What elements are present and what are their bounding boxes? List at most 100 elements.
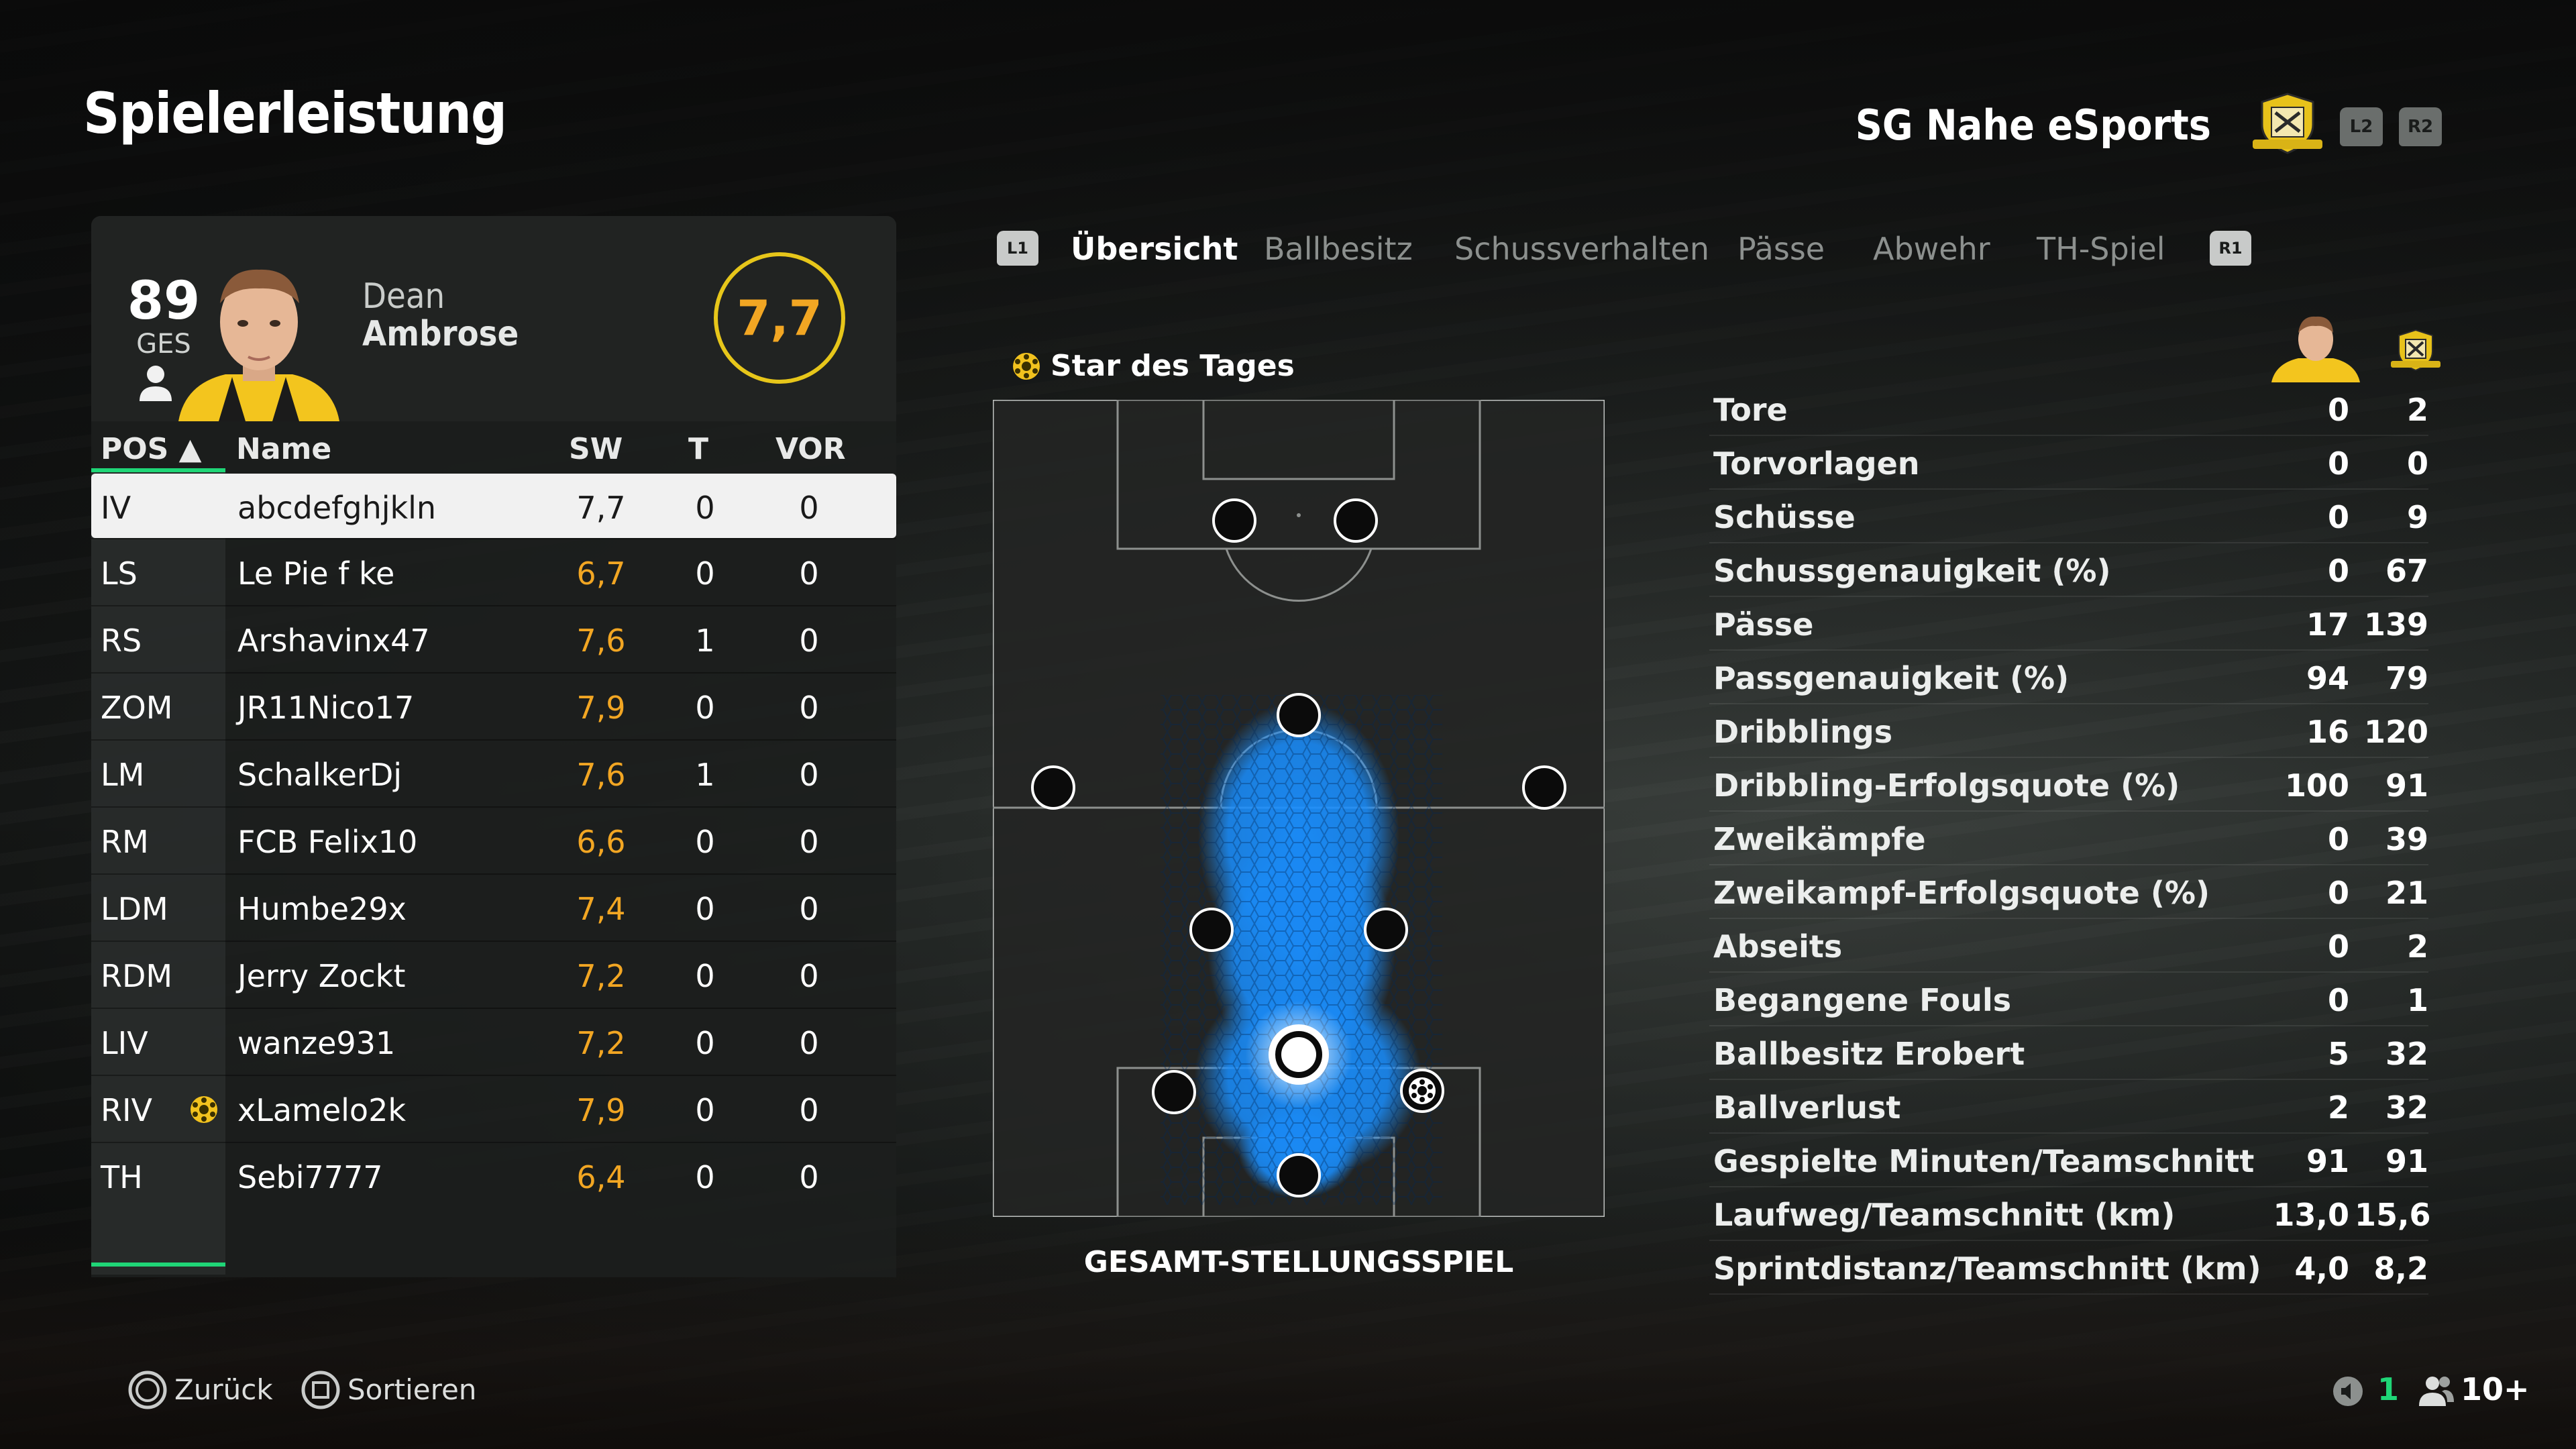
table-row[interactable]: LIV wanze931 7,2 0 0 <box>91 1008 896 1075</box>
stat-team-value: 15,6 <box>2355 1197 2431 1233</box>
stat-label: Schussgenauigkeit (%) <box>1713 553 2111 589</box>
heatmap-label: GESAMT-STELLUNGSSPIEL <box>1083 1245 1514 1279</box>
sort-button[interactable]: Sortieren <box>301 1370 476 1410</box>
stat-player-value: 100 <box>2284 767 2349 804</box>
tab-ballbesitz[interactable]: Ballbesitz <box>1264 231 1413 267</box>
stat-team-value: 39 <box>2385 821 2428 857</box>
stat-label: Ballbesitz Erobert <box>1713 1036 2025 1072</box>
tab-schussverhalten[interactable]: Schussverhalten <box>1454 231 1709 267</box>
r2-button[interactable]: R2 <box>2399 107 2442 146</box>
row-name: Sebi7777 <box>237 1159 383 1195</box>
stat-player-value: 2 <box>2327 1089 2349 1126</box>
table-row[interactable]: TH Sebi7777 6,4 0 0 <box>91 1142 896 1209</box>
tab-abwehr[interactable]: Abwehr <box>1873 231 1990 267</box>
row-t: 0 <box>695 891 715 927</box>
stat-team-value: 91 <box>2385 767 2428 804</box>
circle-button-icon <box>128 1371 167 1409</box>
row-pos: RS <box>101 623 142 659</box>
r1-button[interactable]: R1 <box>2210 231 2251 266</box>
row-name: Jerry Zockt <box>237 958 406 994</box>
table-row[interactable]: LS Le Pie f ke 6,7 0 0 <box>91 538 896 605</box>
table-row[interactable]: RM FCB Felix10 6,6 0 0 <box>91 806 896 873</box>
table-row[interactable]: RDM Jerry Zockt 7,2 0 0 <box>91 941 896 1008</box>
col-vor[interactable]: VOR <box>775 432 846 466</box>
stat-label: Tore <box>1713 392 1788 428</box>
stat-team-value: 91 <box>2385 1143 2428 1179</box>
stat-label: Dribbling-Erfolgsquote (%) <box>1713 767 2180 804</box>
square-button-icon <box>301 1371 340 1409</box>
col-name[interactable]: Name <box>236 432 332 466</box>
tab-passe[interactable]: Pässe <box>1737 231 1825 267</box>
stat-team-value: 21 <box>2385 875 2428 911</box>
row-vor: 0 <box>799 1025 819 1061</box>
row-sw: 7,4 <box>576 891 626 927</box>
col-pos[interactable]: POS ▲ <box>101 432 202 466</box>
stat-label: Gespielte Minuten/Teamschnitt <box>1713 1143 2255 1179</box>
row-vor: 0 <box>799 757 819 793</box>
stat-player-value: 0 <box>2327 821 2349 857</box>
stat-row: Ballbesitz Erobert 5 32 <box>1709 1026 2428 1080</box>
stat-label: Dribblings <box>1713 714 1893 750</box>
table-row[interactable]: RIV xLamelo2k 7,9 0 0 <box>91 1075 896 1142</box>
stat-label: Zweikämpfe <box>1713 821 1926 857</box>
row-pos: RM <box>101 824 149 860</box>
stat-team-value: 8,2 <box>2373 1250 2429 1287</box>
col-sw[interactable]: SW <box>569 432 623 466</box>
stat-player-value: 16 <box>2306 714 2349 750</box>
row-t: 0 <box>695 490 715 526</box>
row-sw: 7,7 <box>576 490 626 526</box>
stat-team-value: 79 <box>2385 660 2428 696</box>
table-row[interactable]: LDM Humbe29x 7,4 0 0 <box>91 873 896 941</box>
table-row[interactable]: LM SchalkerDj 7,6 1 0 <box>91 739 896 806</box>
stat-label: Pässe <box>1713 606 1814 643</box>
row-name: FCB Felix10 <box>237 824 418 860</box>
stat-label: Torvorlagen <box>1713 445 1920 482</box>
stat-label: Laufweg/Teamschnitt (km) <box>1713 1197 2176 1233</box>
row-vor: 0 <box>799 490 819 526</box>
row-pos: LS <box>101 555 138 592</box>
back-button[interactable]: Zurück <box>127 1370 273 1410</box>
stat-team-value: 9 <box>2406 499 2428 535</box>
stat-row: Torvorlagen 0 0 <box>1709 436 2428 490</box>
row-t: 0 <box>695 690 715 726</box>
row-vor: 0 <box>799 555 819 592</box>
table-row[interactable]: RS Arshavinx47 7,6 1 0 <box>91 605 896 672</box>
l2-button[interactable]: L2 <box>2340 107 2383 146</box>
tab-ubersicht[interactable]: Übersicht <box>1071 231 1238 267</box>
stat-row: Schussgenauigkeit (%) 0 67 <box>1709 543 2428 597</box>
stat-player-value: 0 <box>2327 982 2349 1018</box>
row-pos: LDM <box>101 891 168 927</box>
player-last-name: Ambrose <box>362 314 519 354</box>
tab-th-spiel[interactable]: TH-Spiel <box>2037 231 2165 267</box>
stat-row: Dribblings 16 120 <box>1709 704 2428 758</box>
page-title: Spielerleistung <box>83 80 507 146</box>
col-t[interactable]: T <box>688 432 709 466</box>
club-crest-icon <box>2253 93 2322 154</box>
row-name: abcdefghjkln <box>237 490 437 526</box>
star-of-day-icon <box>1013 353 1040 380</box>
position-heatmap <box>993 400 1605 1217</box>
player-table: IV abcdefghjkln 7,7 0 0 LS Le Pie f ke 6,7 0 0 RS A… <box>91 474 896 1209</box>
table-row[interactable]: IV abcdefghjkln 7,7 0 0 <box>91 474 896 538</box>
overall-label: GES <box>136 329 191 360</box>
player-card: 89 GES Dean Ambrose 7,7 <box>91 216 896 421</box>
table-row[interactable]: ZOM JR11Nico17 7,9 0 0 <box>91 672 896 739</box>
l1-button[interactable]: L1 <box>997 231 1038 266</box>
stat-player-value: 0 <box>2327 928 2349 965</box>
person-icon <box>140 366 172 401</box>
stat-team-value: 2 <box>2406 928 2428 965</box>
stat-label: Ballverlust <box>1713 1089 1901 1126</box>
back-label: Zurück <box>174 1373 273 1406</box>
stat-label: Zweikampf-Erfolgsquote (%) <box>1713 875 2210 911</box>
row-pos: LIV <box>101 1025 148 1061</box>
row-pos: IV <box>101 490 131 526</box>
stat-row: Begangene Fouls 0 1 <box>1709 973 2428 1026</box>
stat-row: Schüsse 0 9 <box>1709 490 2428 543</box>
row-vor: 0 <box>799 1159 819 1195</box>
stat-row: Passgenauigkeit (%) 94 79 <box>1709 651 2428 704</box>
stat-row: Abseits 0 2 <box>1709 919 2428 973</box>
row-pos: ZOM <box>101 690 173 726</box>
stat-team-value: 67 <box>2385 553 2428 589</box>
stats-table: Tore 0 2 Torvorlagen 0 0 Schüsse 0 9 Schussgenaui… <box>1709 382 2431 1295</box>
stat-player-value: 0 <box>2327 875 2349 911</box>
